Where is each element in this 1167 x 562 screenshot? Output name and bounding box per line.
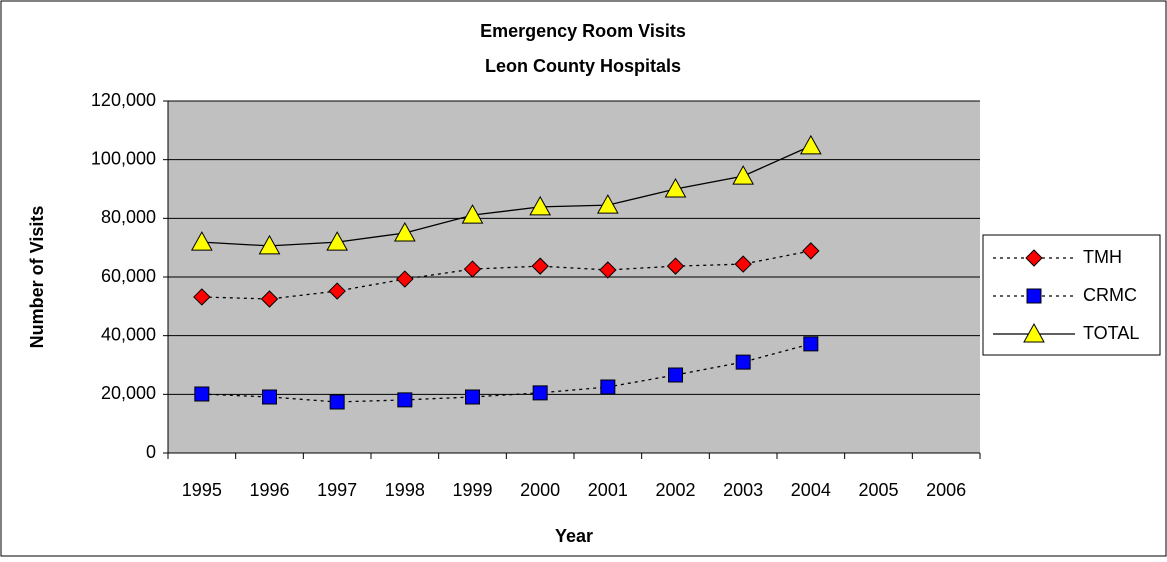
data-point	[190, 231, 213, 251]
legend-marker	[1023, 322, 1045, 343]
data-point	[802, 242, 820, 260]
legend-label: TOTAL	[1083, 323, 1139, 343]
y-tick-label: 20,000	[101, 383, 156, 403]
legend	[982, 234, 1161, 356]
data-point	[463, 260, 482, 278]
data-point	[465, 389, 480, 405]
data-point	[328, 282, 346, 300]
y-tick-label: 0	[146, 442, 156, 462]
x-tick-label: 2001	[588, 480, 628, 500]
x-tick-label: 1998	[385, 480, 425, 500]
legend-label: CRMC	[1083, 285, 1137, 305]
x-tick-label: 1996	[249, 480, 289, 500]
data-point	[396, 270, 414, 288]
x-tick-label: 1999	[452, 480, 492, 500]
data-point	[664, 177, 687, 198]
data-point	[532, 385, 548, 401]
y-tick-label: 80,000	[101, 207, 156, 227]
data-point	[461, 204, 484, 224]
x-tick-label: 2002	[655, 480, 695, 500]
legend-marker	[1026, 288, 1042, 304]
x-tick-label: 2003	[723, 480, 763, 500]
data-point	[531, 257, 549, 275]
data-point	[329, 394, 345, 410]
y-tick-label: 100,000	[91, 148, 156, 168]
data-point	[668, 367, 683, 383]
data-point	[326, 231, 349, 251]
x-axis-label: Year	[555, 526, 593, 546]
data-point	[732, 165, 755, 185]
data-point	[194, 386, 210, 402]
x-tick-label: 2005	[858, 480, 898, 500]
x-tick-label: 2006	[926, 480, 966, 500]
y-tick-label: 40,000	[101, 324, 156, 344]
data-point	[799, 134, 822, 155]
data-point	[193, 288, 211, 306]
y-tick-label: 60,000	[101, 266, 156, 286]
data-point	[666, 257, 685, 275]
chart-subtitle: Leon County Hospitals	[485, 56, 681, 76]
x-tick-label: 1995	[182, 480, 222, 500]
x-tick-label: 2000	[520, 480, 560, 500]
data-point	[262, 389, 277, 405]
legend-label: TMH	[1083, 247, 1122, 267]
chart-title: Emergency Room Visits	[480, 21, 686, 41]
legend-marker	[1025, 249, 1043, 267]
data-point	[734, 255, 752, 273]
y-tick-label: 120,000	[91, 90, 156, 110]
data-point	[599, 261, 617, 279]
data-point	[529, 195, 552, 216]
data-point	[260, 290, 279, 308]
data-point	[258, 234, 281, 255]
data-point	[600, 379, 616, 395]
data-point	[596, 194, 619, 214]
y-axis-label: Number of Visits	[27, 206, 47, 349]
data-point	[803, 336, 819, 352]
data-point	[397, 392, 413, 408]
data-point	[393, 221, 416, 242]
x-tick-label: 1997	[317, 480, 357, 500]
series-line	[201, 145, 812, 247]
data-point	[735, 354, 751, 370]
x-tick-label: 2004	[791, 480, 831, 500]
